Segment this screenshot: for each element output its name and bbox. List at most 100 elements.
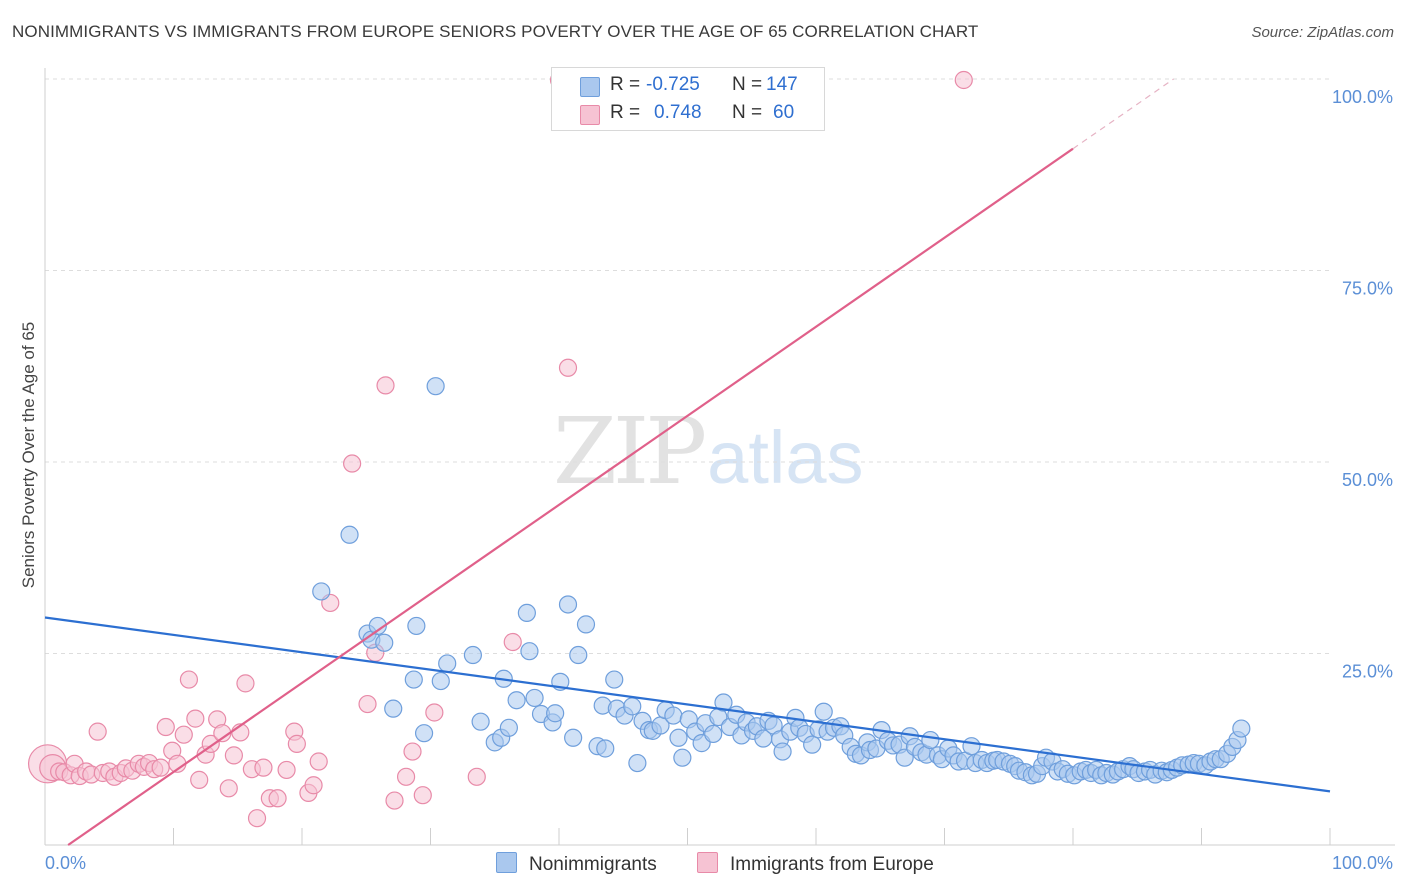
data-point-nonimmigrants: [520, 642, 539, 661]
watermark: ZIPatlas: [553, 398, 863, 505]
data-point-immigrants: [88, 722, 107, 741]
data-point-nonimmigrants: [499, 718, 518, 737]
legend-r-value: -0.725: [646, 74, 700, 95]
data-point-immigrants: [247, 809, 267, 828]
x-tick-label: 0.0%: [45, 853, 86, 873]
data-point-immigrants: [558, 358, 578, 377]
legend-swatch-pink: [580, 105, 600, 125]
data-point-nonimmigrants: [471, 712, 490, 731]
data-point-immigrants: [236, 674, 255, 693]
data-point-immigrants: [277, 760, 296, 780]
data-point-nonimmigrants: [814, 702, 833, 721]
data-point-nonimmigrants: [312, 582, 331, 601]
legend-n-value: 60: [773, 102, 795, 123]
data-point-nonimmigrants: [596, 739, 615, 758]
data-point-immigrants: [403, 742, 422, 761]
data-point-nonimmigrants: [803, 735, 822, 754]
data-point-immigrants: [186, 709, 205, 728]
watermark-atlas: atlas: [707, 416, 864, 499]
data-point-immigrants: [503, 632, 522, 652]
y-axis-label: Seniors Poverty Over the Age of 65: [19, 322, 38, 588]
legend-n-label: N =: [732, 74, 763, 95]
data-point-immigrants: [358, 694, 377, 714]
data-point-immigrants: [287, 734, 306, 753]
bottom-legend-nonimmigrants: Nonimmigrants: [496, 852, 657, 876]
data-point-immigrants: [219, 779, 238, 798]
data-point-nonimmigrants: [664, 706, 683, 725]
y-tick-label: 25.0%: [1342, 662, 1393, 682]
data-point-immigrants: [254, 758, 273, 777]
y-tick-label: 100.0%: [1332, 87, 1393, 107]
legend-r-value: 0.748: [654, 102, 702, 123]
data-point-immigrants: [413, 786, 432, 805]
data-point-immigrants: [179, 670, 199, 689]
source-credit: Source: ZipAtlas.com: [1251, 24, 1394, 41]
data-point-nonimmigrants: [564, 728, 583, 747]
data-point-nonimmigrants: [426, 377, 445, 396]
data-point-nonimmigrants: [340, 525, 359, 544]
data-point-nonimmigrants: [576, 615, 596, 634]
data-point-nonimmigrants: [507, 691, 526, 710]
data-point-immigrants: [224, 746, 243, 765]
data-point-nonimmigrants: [404, 670, 423, 689]
trend-line-nonimmigrants: [44, 616, 1331, 793]
y-tick-label: 50.0%: [1342, 470, 1393, 490]
bottom-legend-swatch-blue: [496, 852, 517, 873]
data-point-nonimmigrants: [438, 654, 457, 673]
data-point-nonimmigrants: [375, 633, 394, 652]
data-point-nonimmigrants: [605, 670, 624, 689]
data-point-nonimmigrants: [517, 603, 536, 623]
trend-line-immigrants: [67, 147, 1074, 846]
data-point-nonimmigrants: [628, 753, 647, 773]
data-point-nonimmigrants: [714, 693, 733, 712]
stats-legend: R = -0.725 N = 147 R = 0.748 N = 60: [551, 67, 825, 131]
data-point-nonimmigrants: [384, 699, 403, 718]
data-point-nonimmigrants: [669, 728, 688, 747]
data-point-nonimmigrants: [558, 595, 578, 614]
data-point-immigrants: [309, 752, 328, 771]
chart-title: NONIMMIGRANTS VS IMMIGRANTS FROM EUROPE …: [12, 22, 979, 41]
data-point-nonimmigrants: [569, 645, 588, 665]
data-point-immigrants: [156, 717, 175, 737]
nonimmigrants-points: [312, 377, 1251, 785]
data-point-immigrants: [190, 770, 209, 789]
data-point-immigrants: [174, 725, 193, 744]
legend-row-immigrants: R = 0.748 N = 60: [552, 101, 824, 129]
legend-r-label: R =: [610, 74, 641, 95]
data-point-immigrants: [304, 776, 323, 795]
data-point-immigrants: [467, 767, 486, 786]
data-point-nonimmigrants: [921, 730, 940, 750]
data-point-nonimmigrants: [414, 724, 434, 743]
data-point-nonimmigrants: [704, 724, 723, 744]
data-point-nonimmigrants: [525, 688, 544, 708]
grid-lines: [45, 78, 1330, 654]
x-tick-label: 100.0%: [1332, 853, 1393, 873]
trend-lines: [44, 78, 1331, 846]
legend-n-label: N =: [732, 102, 763, 123]
data-point-immigrants: [385, 791, 404, 810]
data-point-immigrants: [151, 758, 170, 777]
data-point-immigrants: [343, 454, 362, 473]
bottom-legend-immigrants: Immigrants from Europe: [697, 852, 934, 876]
bottom-legend-label: Nonimmigrants: [529, 854, 657, 875]
data-point-immigrants: [425, 703, 444, 722]
data-point-nonimmigrants: [368, 616, 387, 636]
data-point-immigrants: [954, 70, 973, 90]
legend-n-value: 147: [766, 74, 798, 95]
legend-row-nonimmigrants: R = -0.725 N = 147: [552, 73, 824, 101]
data-point-nonimmigrants: [431, 671, 450, 691]
data-point-nonimmigrants: [773, 742, 792, 761]
data-point-nonimmigrants: [673, 748, 692, 767]
trend-line-immigrants-extension: [1072, 78, 1174, 150]
data-point-nonimmigrants: [546, 704, 565, 723]
data-point-immigrants: [268, 789, 287, 808]
axes: [44, 68, 1395, 846]
legend-r-label: R =: [610, 102, 641, 123]
data-point-nonimmigrants: [623, 697, 642, 716]
watermark-zip: ZIP: [553, 398, 707, 505]
bottom-legend-swatch-pink: [697, 852, 718, 873]
y-tick-label: 75.0%: [1342, 279, 1393, 299]
data-point-nonimmigrants: [1232, 719, 1251, 738]
data-point-nonimmigrants: [407, 616, 426, 636]
